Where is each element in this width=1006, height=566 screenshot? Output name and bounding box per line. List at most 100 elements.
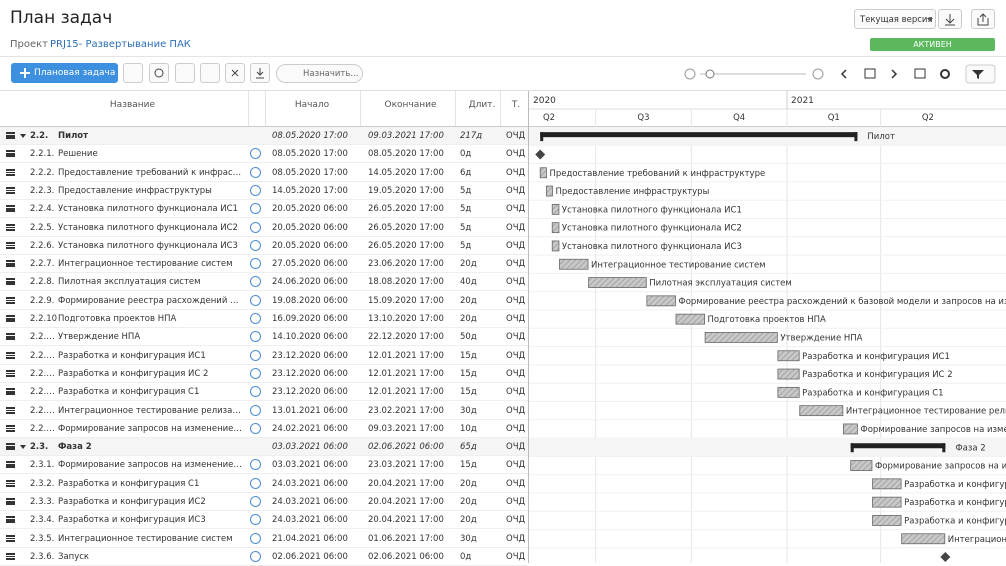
task-row[interactable]: 2.2.12. Разработка и конфигурация ИС1 23.1… <box>0 347 528 365</box>
task-row[interactable]: 2.2.1. Решение 08.05.2020 17:00 08.05.2020 … <box>0 145 528 164</box>
resource-icon <box>250 294 261 306</box>
drag-handle[interactable] <box>6 424 15 432</box>
project-link[interactable]: PRJ15- Развертывание ПАК <box>50 39 191 50</box>
task-row[interactable]: 2.2.11. Утверждение НПА 14.10.2020 06:00 22… <box>0 328 528 347</box>
gantt-label: Утверждение НПА <box>780 333 862 343</box>
task-row[interactable]: 2.3.2. Разработка и конфигурация С1 24.03.… <box>0 475 528 493</box>
add-task-button[interactable]: Плановая задача <box>11 63 118 83</box>
delete-button[interactable] <box>225 63 245 83</box>
task-type: ОЧД <box>506 515 526 526</box>
task-row[interactable]: 2.2.4. Установка пилотного функционала ИС… <box>0 200 528 219</box>
task-row[interactable]: 2.2.2. Предоставление требований к инфрас… <box>0 164 528 182</box>
drag-handle[interactable] <box>6 168 15 176</box>
milestone <box>940 552 951 563</box>
task-row[interactable]: 2.3.5. Интеграционное тестирование систем… <box>0 530 528 548</box>
expand-toggle[interactable] <box>20 134 26 138</box>
task-name: Разработка и конфигурация ИС1 <box>58 350 206 361</box>
drag-handle[interactable] <box>6 388 15 396</box>
drag-handle-mid <box>6 299 15 302</box>
task-name: Разработка и конфигурация ИС3 <box>58 515 206 526</box>
task-row[interactable]: 2.2.8. Пилотная эксплуатация систем 24.06.… <box>0 273 528 292</box>
drag-handle-mid <box>6 354 15 357</box>
icon <box>945 14 955 26</box>
end-date: 23.02.2021 17:00 <box>368 405 444 416</box>
gantt-label: Формирование запросов на изменение рел..… <box>860 425 1006 435</box>
drag-handle[interactable] <box>6 443 15 451</box>
drag-handle[interactable] <box>6 498 15 505</box>
task-row[interactable]: 2.3.1. Формирование запросов на изменение… <box>0 456 528 475</box>
download-button[interactable] <box>938 9 962 29</box>
resource-icon <box>250 184 261 196</box>
gantt-label: Установка пилотного функционала ИС3 <box>562 242 742 252</box>
share-button[interactable] <box>971 9 995 29</box>
start-date: 23.12.2020 06:00 <box>272 387 348 398</box>
link-button[interactable] <box>123 63 143 83</box>
resource-icon <box>250 422 261 434</box>
version-select[interactable]: Текущая версия <box>854 9 936 29</box>
end-date: 23.03.2021 17:00 <box>368 460 444 471</box>
resource-icon <box>250 386 261 398</box>
task-row[interactable]: 2.3. Фаза 2 03.03.2021 06:00 02.06.2021 06:… <box>0 438 528 457</box>
task-row[interactable]: 2.2.14. Разработка и конфигурация С1 23.12… <box>0 383 528 402</box>
export-button[interactable] <box>250 63 270 83</box>
resource-icon <box>250 258 261 270</box>
drag-handle-mid <box>6 226 15 228</box>
divider <box>0 90 1006 91</box>
outdent-button[interactable] <box>200 63 220 83</box>
drag-handle[interactable] <box>6 333 15 341</box>
drag-handle[interactable] <box>6 534 15 542</box>
drag-handle[interactable] <box>6 516 15 524</box>
wbs: 2.2.13. <box>30 368 58 379</box>
drag-handle[interactable] <box>6 223 15 231</box>
task-row[interactable]: 2.3.3. Разработка и конфигурация ИС2 24.03… <box>0 493 528 511</box>
task-row[interactable]: 2.2.6. Установка пилотного функционала ИС… <box>0 237 528 255</box>
start-date: 14.10.2020 06:00 <box>272 332 348 343</box>
resource-icon <box>250 550 261 562</box>
drag-handle[interactable] <box>6 552 15 560</box>
end-date: 08.05.2020 17:00 <box>368 149 444 160</box>
task-row[interactable]: 2.2.15. Интеграционное тестирование релиз… <box>0 402 528 420</box>
drag-handle[interactable] <box>6 369 15 377</box>
task-row[interactable]: 2.3.6. Запуск 02.06.2021 06:00 02.06.2021 0… <box>0 548 528 566</box>
drag-handle[interactable] <box>6 461 15 469</box>
task-row[interactable]: 2.2.10 Подготовка проектов НПА 16.09.2020 … <box>0 310 528 328</box>
task-bar <box>546 185 553 197</box>
drag-handle[interactable] <box>6 150 15 158</box>
drag-handle[interactable] <box>6 132 15 139</box>
drag-handle[interactable] <box>6 186 15 194</box>
drag-handle[interactable] <box>6 315 15 322</box>
task-bar <box>539 167 547 179</box>
indent-button[interactable] <box>175 63 195 83</box>
task-row[interactable]: 2.2.9. Формирование реестра расхождений к… <box>0 292 528 310</box>
resource-icon <box>250 514 261 526</box>
drag-handle[interactable] <box>6 479 15 487</box>
drag-handle[interactable] <box>6 278 15 286</box>
drag-handle[interactable] <box>6 296 15 304</box>
task-row[interactable]: 2.2.7. Интеграционное тестирование систем… <box>0 255 528 274</box>
drag-handle[interactable] <box>6 260 15 268</box>
start-date: 24.03.2021 06:00 <box>272 497 348 507</box>
wbs: 2.2.11. <box>30 332 58 343</box>
resource-icon <box>250 532 261 544</box>
task-row[interactable]: 2.2.3. Предоставление инфраструктуры 14.05… <box>0 182 528 200</box>
end-date: 12.01.2021 17:00 <box>368 350 444 361</box>
expand-toggle[interactable] <box>20 445 26 450</box>
task-row[interactable]: 2.2. Пилот 08.05.2020 17:00 09.03.2021 17:0… <box>0 127 528 145</box>
duration: 10д <box>460 423 477 434</box>
refresh-button[interactable] <box>149 63 169 83</box>
start-date: 08.05.2020 17:00 <box>272 131 348 141</box>
task-type: ОЧД <box>506 551 526 562</box>
start-date: 24.06.2020 06:00 <box>272 277 348 288</box>
task-row[interactable]: 2.2.13. Разработка и конфигурация ИС 2 23.… <box>0 365 528 383</box>
drag-handle[interactable] <box>6 241 15 249</box>
drag-handle[interactable] <box>6 351 15 359</box>
drag-handle[interactable] <box>6 205 15 213</box>
duration: 20д <box>460 295 477 306</box>
end-date: 18.08.2020 17:00 <box>368 277 444 288</box>
task-row[interactable]: 2.3.4. Разработка и конфигурация ИС3 24.03… <box>0 511 528 530</box>
assign-button[interactable]: Назначить... <box>276 64 363 83</box>
task-row[interactable]: 2.2.16. Формирование запросов на изменени… <box>0 420 528 438</box>
drag-handle-mid <box>6 464 15 466</box>
task-row[interactable]: 2.2.5. Установка пилотного функционала ИС… <box>0 219 528 237</box>
drag-handle[interactable] <box>6 406 15 414</box>
